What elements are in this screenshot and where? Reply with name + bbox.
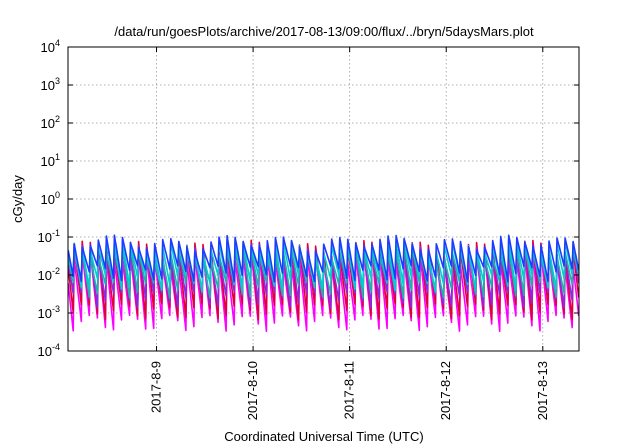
series-layer <box>67 234 580 333</box>
x-tick-label: 2017-8-13 <box>535 361 550 420</box>
y-tick-label: 10-4 <box>38 342 60 359</box>
y-tick-label: 10-3 <box>38 304 60 321</box>
y-tick-label: 10-1 <box>38 228 60 245</box>
x-axis: 2017-8-9 2017-8-10 2017-8-11 2017-8-12 2017-… <box>149 47 550 420</box>
y-axis-label: cGy/day <box>10 175 25 223</box>
y-tick-label: 104 <box>41 38 60 55</box>
x-tick-label: 2017-8-12 <box>438 361 453 420</box>
x-axis-label: Coordinated Universal Time (UTC) <box>224 429 423 444</box>
y-tick-label: 102 <box>41 114 60 131</box>
y-tick-label: 100 <box>41 190 60 207</box>
x-tick-label: 2017-8-10 <box>245 361 260 420</box>
series-line <box>67 234 580 283</box>
x-tick-label: 2017-8-11 <box>342 361 357 419</box>
x-tick-label: 2017-8-9 <box>149 361 164 413</box>
chart-title: /data/run/goesPlots/archive/2017-08-13/0… <box>114 24 534 39</box>
y-tick-label: 10-2 <box>38 266 60 283</box>
y-tick-label: 103 <box>41 76 60 93</box>
y-tick-label: 101 <box>41 152 60 169</box>
